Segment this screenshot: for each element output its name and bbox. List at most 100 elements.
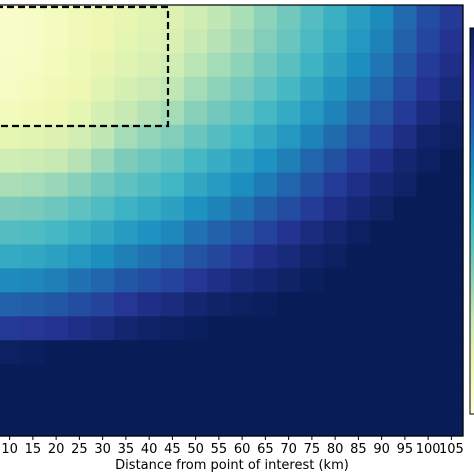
x-tick-label: 90: [373, 442, 390, 457]
heatmap-cell: [416, 148, 441, 174]
heatmap-cell: [184, 340, 208, 365]
heatmap-cell: [253, 76, 278, 102]
heatmap-cell: [184, 244, 208, 269]
heatmap-cell: [277, 220, 301, 246]
heatmap-cell: [253, 340, 278, 365]
heatmap-cell: [207, 412, 232, 437]
heatmap-cell: [230, 292, 255, 317]
heatmap-cell: [300, 196, 325, 222]
heatmap-cell: [230, 5, 255, 30]
heatmap-cell: [346, 196, 371, 222]
heatmap-cell: [346, 220, 371, 246]
heatmap-cell: [230, 364, 255, 389]
heatmap-cell: [323, 340, 348, 365]
plot-frame: [0, 4, 464, 437]
heatmap-cell: [370, 292, 394, 317]
heatmap-cell: [439, 412, 464, 437]
heatmap-cell: [346, 100, 371, 126]
heatmap-cell: [184, 28, 208, 54]
heatmap-cell: [44, 28, 69, 54]
heatmap-cell: [114, 292, 139, 317]
heatmap-cell: [346, 5, 371, 30]
heatmap-cell: [160, 316, 185, 341]
heatmap-cell: [44, 364, 69, 389]
heatmap-cell: [416, 388, 441, 413]
heatmap-cell: [21, 388, 46, 413]
heatmap-cell: [230, 172, 255, 198]
heatmap-cell: [277, 292, 301, 317]
heatmap-cell: [230, 220, 255, 246]
heatmap-cell: [439, 100, 464, 126]
heatmap-cell: [137, 316, 162, 341]
heatmap-cell: [137, 196, 162, 222]
heatmap-cell: [300, 244, 325, 269]
heatmap-cell: [277, 316, 301, 341]
heatmap-cell: [370, 76, 394, 102]
heatmap-cell: [393, 28, 418, 54]
heatmap-cell: [323, 76, 348, 102]
heatmap-cell: [230, 148, 255, 174]
heatmap-cell: [44, 220, 69, 246]
heatmap-cell: [0, 220, 22, 246]
heatmap-cell: [137, 412, 162, 437]
heatmap-cell: [253, 388, 278, 413]
heatmap-cell: [207, 220, 232, 246]
heatmap-cell: [277, 124, 301, 150]
heatmap-cell: [277, 340, 301, 365]
heatmap-cell: [393, 196, 418, 222]
heatmap-cell: [323, 100, 348, 126]
heatmap-cell: [91, 148, 115, 174]
heatmap-cell: [184, 124, 208, 150]
heatmap-cell: [370, 244, 394, 269]
heatmap-cell: [323, 28, 348, 54]
heatmap-cell: [160, 292, 185, 317]
heatmap-cell: [21, 268, 46, 293]
heatmap-cell: [114, 76, 139, 102]
heatmap-cell: [323, 124, 348, 150]
heatmap-cell: [44, 292, 69, 317]
heatmap-cell: [393, 292, 418, 317]
heatmap-cell: [91, 412, 115, 437]
heatmap-cell: [439, 388, 464, 413]
heatmap-cell: [21, 52, 46, 78]
heatmap-cell: [300, 148, 325, 174]
heatmap-cell: [230, 412, 255, 437]
heatmap-cell: [393, 100, 418, 126]
heatmap-cell: [160, 76, 185, 102]
heatmap-cell: [91, 220, 115, 246]
heatmap-cell: [21, 124, 46, 150]
heatmap-cell: [277, 148, 301, 174]
heatmap-cell: [300, 388, 325, 413]
heatmap-cell: [370, 52, 394, 78]
x-tick-label: 40: [141, 442, 158, 457]
heatmap-cell: [416, 196, 441, 222]
heatmap-cell: [416, 124, 441, 150]
heatmap-cell: [416, 28, 441, 54]
heatmap-cell: [91, 292, 115, 317]
heatmap-cell: [346, 316, 371, 341]
heatmap-cell: [207, 316, 232, 341]
heatmap-cell: [323, 244, 348, 269]
heatmap-cell: [416, 364, 441, 389]
x-tick-label: 35: [118, 442, 135, 457]
heatmap-cell: [184, 148, 208, 174]
heatmap-cell: [439, 28, 464, 54]
heatmap-cell: [370, 268, 394, 293]
heatmap-cell: [67, 196, 92, 222]
heatmap-cell: [0, 388, 22, 413]
heatmap-cell: [137, 388, 162, 413]
x-tick-label: 15: [25, 442, 42, 457]
heatmap-cell: [67, 388, 92, 413]
heatmap-cell: [114, 124, 139, 150]
heatmap-cell: [439, 148, 464, 174]
heatmap-cell: [370, 28, 394, 54]
x-tick-label: 75: [304, 442, 321, 457]
heatmap-cell: [44, 52, 69, 78]
heatmap-cell: [0, 244, 22, 269]
heatmap-cell: [67, 76, 92, 102]
heatmap-cell: [137, 220, 162, 246]
heatmap-cell: [184, 316, 208, 341]
highlight-box: [0, 5, 170, 128]
x-tick-label: 30: [94, 442, 111, 457]
heatmap-cell: [346, 364, 371, 389]
